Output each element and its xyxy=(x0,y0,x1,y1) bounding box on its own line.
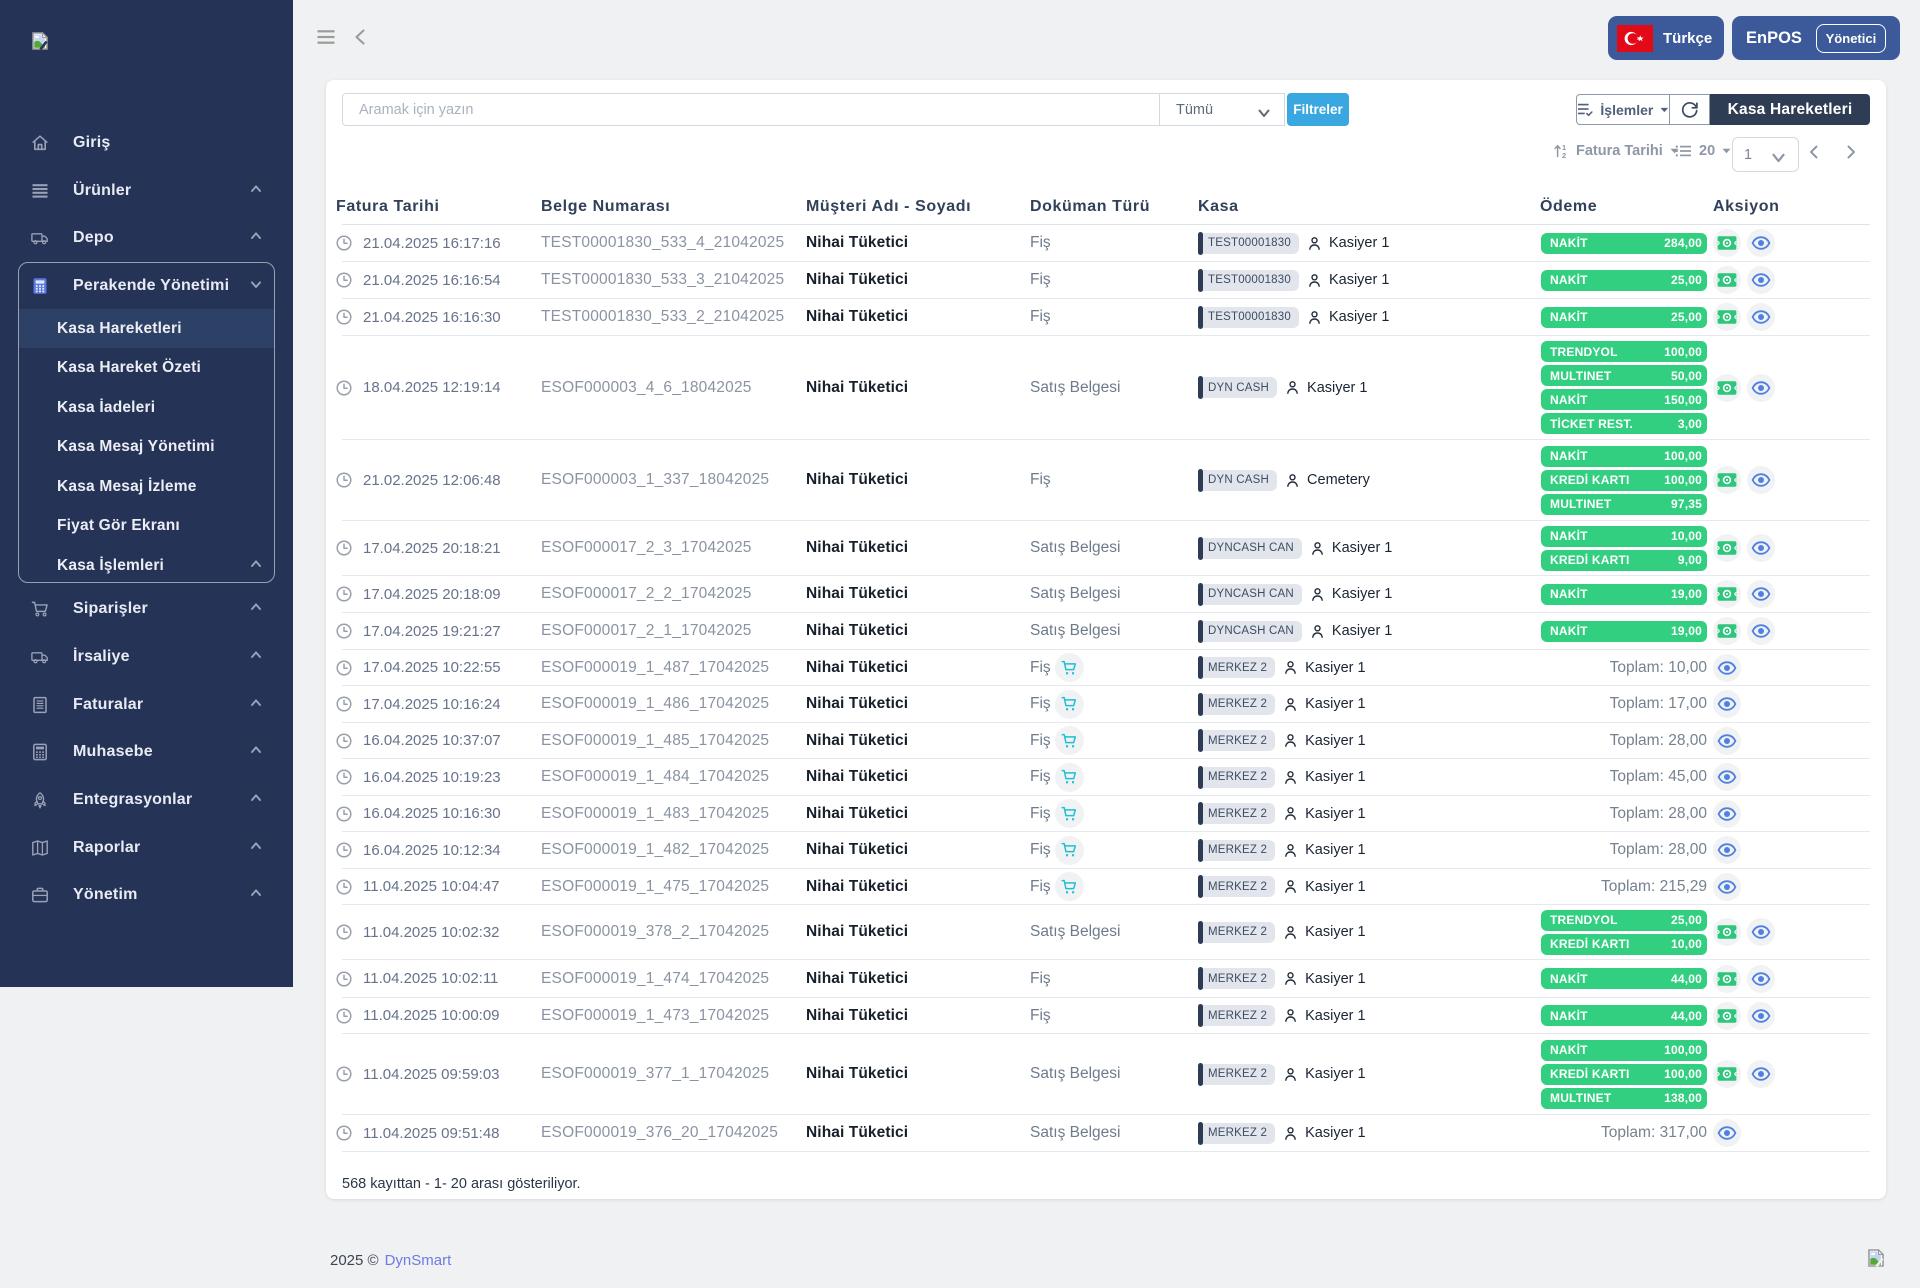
svg-text:2: 2 xyxy=(1562,151,1566,159)
svg-text:1: 1 xyxy=(1562,143,1566,152)
